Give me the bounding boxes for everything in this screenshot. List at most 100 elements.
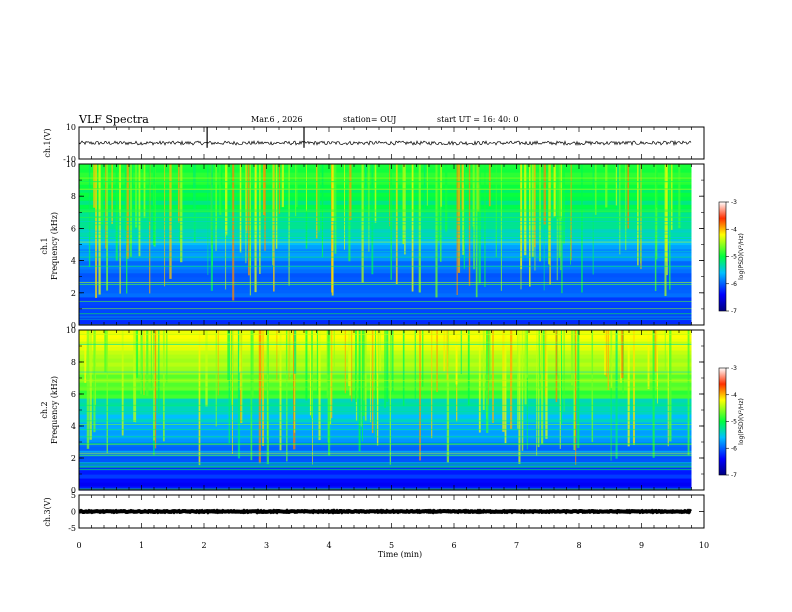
ch2-spectrogram-sferic-streak	[577, 330, 580, 449]
ch2-spectrogram-sferic-streak	[607, 330, 610, 391]
ch1-waveform-panel: 10 -10	[63, 123, 705, 164]
ch2-spectrogram-freq-band	[79, 406, 692, 411]
ch2-spectrogram-sferic-streak	[482, 330, 485, 410]
colorbar-tick-label: -4	[731, 226, 737, 233]
ch1-spectrogram-narrowband-line	[79, 237, 692, 239]
ch2-spectrogram-sferic-streak	[591, 330, 593, 421]
ch2-spectrogram-sferic-streak	[460, 330, 462, 375]
ch1-spectrogram-freq-band	[79, 204, 692, 209]
ch1-spectrogram-sferic-streak	[249, 164, 251, 296]
ch2-spectrogram-narrowband-line	[79, 469, 692, 471]
ch1-spectrogram-narrowband-line	[79, 313, 692, 315]
ch1-spectrogram-sferic-streak	[210, 164, 213, 291]
ch1-spectrogram-sferic-streak	[488, 164, 491, 207]
ch1-spectrogram-narrowband-line	[79, 251, 692, 253]
ch2-spectrogram-sferic-streak	[95, 330, 96, 406]
ch1-spectrogram-ytick-label: 8	[71, 192, 76, 201]
ch2-spectrogram-sferic-streak	[504, 330, 507, 444]
ch1-spectrogram-sferic-streak	[98, 164, 101, 295]
ch2-spectrogram-sferic-streak	[217, 330, 219, 396]
ch2-spectrogram-sferic-streak	[664, 330, 666, 371]
ch2-spectrogram-freq-band	[79, 442, 692, 447]
ch1-spectrogram-sferic-streak	[115, 164, 118, 261]
ch2-spectrogram-narrowband-line	[79, 386, 692, 388]
ch1-spectrogram-narrowband-line	[79, 282, 692, 284]
colorbar-tick-label: -5	[731, 254, 737, 261]
ch1-spectrogram-sferic-streak	[533, 164, 536, 248]
ch1-spectrogram-sferic-streak	[561, 164, 562, 219]
ch2-spectrogram-sferic-streak	[524, 330, 527, 405]
ch1-spectrogram-freq-band	[79, 292, 692, 298]
ch1-spectrogram-narrowband-line	[79, 224, 692, 226]
ch1-spectrogram-freq-band	[79, 228, 692, 234]
ch2-spectrogram-sferic-streak	[327, 330, 329, 443]
ch2-spectrogram-narrowband-line	[79, 334, 692, 335]
colorbar-tick-label: -4	[731, 392, 737, 399]
ch2-spectrogram-image	[79, 330, 692, 491]
ch1-waveform-ytick-label: 10	[66, 123, 76, 132]
ch1-spectrogram-freq-band	[79, 244, 692, 250]
ch2-spectrogram-sferic-streak	[344, 330, 346, 394]
ch1-spectrogram-sferic-streak	[463, 164, 465, 269]
ch2-spectrogram-sferic-streak	[486, 330, 489, 434]
ch2-spectrogram-sferic-streak	[240, 330, 243, 424]
ch1-spectrogram-freq-band	[79, 268, 692, 274]
ch1-spectrogram-freq-band	[79, 264, 692, 270]
ch1-spectrogram-sferic-streak	[548, 164, 551, 265]
ch2-spectrogram-narrowband-line	[79, 464, 692, 466]
ch2-spectrogram-sferic-streak	[620, 330, 623, 383]
ch2-spectrogram-sferic-streak	[627, 330, 630, 447]
ch2-spectrogram-sferic-streak	[414, 330, 416, 400]
ch1-spectrogram-freq-band	[79, 192, 692, 197]
ch2-colorbar: -3 -4 -5 -6 -7 log(PSD)(V²/Hz)	[718, 365, 745, 479]
x-axis-label: Time (min)	[378, 550, 422, 559]
colorbar-label: log(PSD)(V²/Hz)	[738, 398, 745, 445]
ch1-spectrogram-narrowband-line	[79, 233, 692, 235]
colorbar-tick-label: -5	[731, 419, 737, 426]
ch1-spectrogram-sferic-streak	[215, 164, 217, 227]
ch1-spectrogram-sferic-streak	[364, 164, 367, 207]
ch1-spectrogram-sferic-streak	[88, 164, 91, 268]
colorbar-tick-label: -7	[731, 472, 737, 479]
ch1-spectrogram-ytick-label: 0	[71, 321, 76, 330]
ch1-spectrogram-sferic-streak	[101, 164, 104, 225]
ch2-spectrogram-sferic-streak	[198, 330, 201, 466]
colorbar-tick-label: -3	[731, 199, 737, 206]
ch2-spectrogram-sferic-streak	[89, 330, 92, 440]
ch1-spectrogram-sferic-streak	[244, 164, 246, 212]
colorbar-gradient	[718, 201, 727, 312]
ch2-spectrogram-narrowband-line	[79, 454, 692, 456]
ch2-spectrogram-sferic-streak	[390, 330, 392, 381]
ch2-spectrogram-sferic-streak	[419, 330, 421, 461]
ch1-spectrogram-sferic-streak	[605, 164, 608, 208]
ch1-spectrogram-sferic-streak	[389, 164, 391, 227]
ch2-spectrogram-sferic-streak	[615, 330, 618, 459]
ch1-waveform-ytick-label: -10	[63, 155, 76, 164]
x-tick-label: 6	[451, 541, 456, 550]
ch2-spectrogram-narrowband-line	[79, 466, 692, 467]
colorbar-tick-label: -6	[731, 281, 737, 288]
ch1-spectrogram-sferic-streak	[192, 164, 194, 209]
ch2-spectrogram-sferic-streak	[231, 330, 233, 454]
ch1-spectrogram-freq-band	[79, 232, 692, 238]
ch2-spectrogram-sferic-streak	[309, 330, 312, 416]
ch1-spectrogram-sferic-streak	[500, 164, 502, 291]
ch1-spectrogram-freq-band	[79, 308, 692, 314]
ch1-spectrogram-sferic-streak	[445, 164, 448, 233]
ch2-spectrogram-sferic-streak	[492, 330, 494, 423]
ch2-spectrogram-sferic-streak	[330, 330, 333, 419]
ch1-spectrogram-sferic-streak	[254, 164, 257, 293]
ch2-spectrogram-sferic-streak	[386, 330, 389, 402]
ch2-spectrogram-sferic-streak	[467, 330, 470, 406]
ch2-spectrogram-ytick-label: 10	[66, 326, 76, 335]
ch2-spectrogram-sferic-streak	[276, 330, 278, 381]
station-label: station= OUJ	[343, 115, 396, 124]
ch1-spectrogram-sferic-streak	[549, 164, 551, 285]
ch1-spectrogram-sferic-streak	[669, 164, 671, 290]
ch2-spectrogram-sferic-streak	[559, 330, 561, 449]
ch2-spectrogram-sferic-streak	[509, 330, 513, 429]
ch1-spectrogram-freq-band	[79, 276, 692, 282]
ch2-spectrogram-sferic-streak	[238, 330, 241, 373]
ch1-spectrogram-freq-band	[79, 288, 692, 294]
ch2-spectrogram-sferic-streak	[521, 330, 524, 451]
